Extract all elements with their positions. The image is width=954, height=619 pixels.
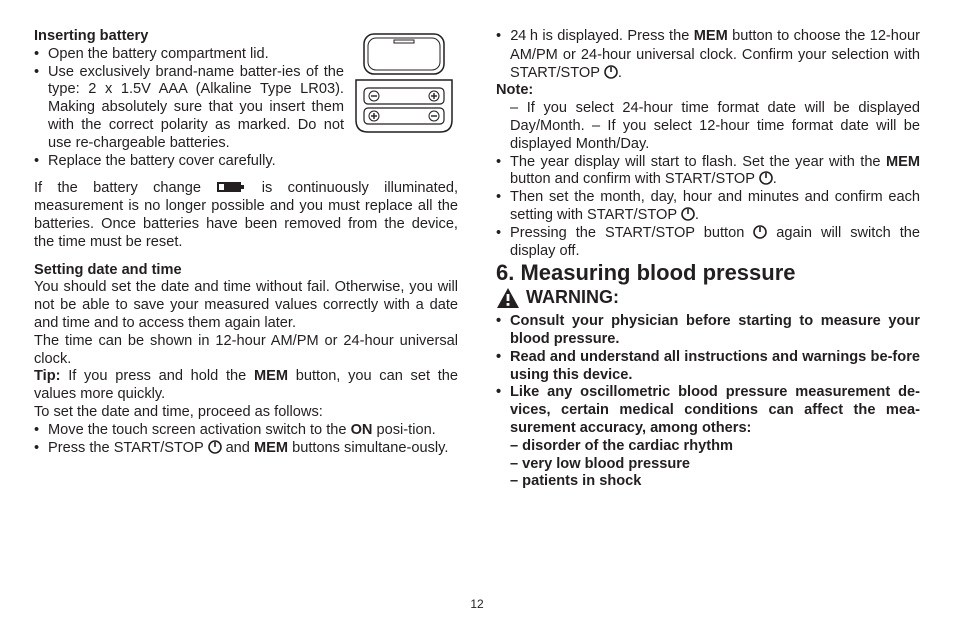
list-item: Consult your physician before starting t… <box>496 313 920 349</box>
note-text: – If you select 24-hour time format date… <box>496 100 920 153</box>
list-item: Use exclusively brand-name batter-ies of… <box>34 64 458 153</box>
sub-item: – patients in shock <box>510 473 920 491</box>
text: posi-tion. <box>372 422 435 438</box>
text: . <box>773 171 777 187</box>
power-icon <box>753 225 767 239</box>
mem-label: MEM <box>886 154 920 170</box>
sub-item: – very low blood pressure <box>510 456 920 474</box>
power-icon <box>208 440 222 454</box>
text: Press the START/STOP <box>48 440 208 456</box>
paragraph: To set the date and time, proceed as fol… <box>34 404 458 422</box>
inserting-battery-list: Open the battery compartment lid. Use ex… <box>34 46 458 171</box>
text: If the battery change <box>34 180 216 196</box>
tip-label: Tip: <box>34 368 60 384</box>
mem-label: MEM <box>694 28 728 44</box>
mem-label: MEM <box>254 440 288 456</box>
list-item: Like any oscillometric blood pressure me… <box>496 384 920 491</box>
warning-list: Consult your physician before starting t… <box>496 313 920 491</box>
power-icon <box>759 171 773 185</box>
list-item: Open the battery compartment lid. <box>34 46 458 64</box>
sub-item: – disorder of the cardiac rhythm <box>510 438 920 456</box>
text: . <box>695 207 699 223</box>
text: If you press and hold the <box>60 368 253 384</box>
text: h is displayed. Press the <box>526 28 694 44</box>
left-column: Inserting battery Open the battery compa… <box>34 28 458 588</box>
warning-triangle-icon <box>496 287 520 309</box>
set-date-list: Move the touch screen activation switch … <box>34 422 458 458</box>
mem-label: MEM <box>254 368 288 384</box>
paragraph: The time can be shown in 12-hour AM/PM o… <box>34 333 458 369</box>
list-item: Press the START/STOP and MEM buttons sim… <box>34 440 458 458</box>
battery-change-paragraph: If the battery change is continuously il… <box>34 180 458 251</box>
list-item: Then set the month, day, hour and minute… <box>496 189 920 225</box>
paragraph: You should set the date and time without… <box>34 279 458 332</box>
right-list-1: 24 h is displayed. Press the MEM button … <box>496 28 920 82</box>
warning-heading: WARNING: <box>496 287 920 309</box>
list-item: 24 h is displayed. Press the MEM button … <box>496 28 920 82</box>
right-list-2: The year display will start to flash. Se… <box>496 154 920 261</box>
page-number: 12 <box>0 597 954 611</box>
text: button and confirm with START/STOP <box>510 171 759 187</box>
right-column: 24 h is displayed. Press the MEM button … <box>496 28 920 588</box>
on-label: ON <box>351 422 373 438</box>
list-item: Replace the battery cover carefully. <box>34 153 458 171</box>
low-battery-icon <box>216 180 246 194</box>
text: The year display will start to flash. Se… <box>510 154 886 170</box>
list-item: Pressing the START/STOP button again wil… <box>496 225 920 261</box>
warning-label: WARNING: <box>526 287 619 309</box>
list-item: The year display will start to flash. Se… <box>496 154 920 190</box>
text: . <box>618 65 622 81</box>
text: buttons simultane-ously. <box>288 440 448 456</box>
text: Like any oscillometric blood pressure me… <box>510 384 920 436</box>
note-label: Note: <box>496 82 920 100</box>
heading-setting-date-time: Setting date and time <box>34 262 458 280</box>
text: Pressing the START/STOP button <box>510 225 753 241</box>
text: Move the touch screen activation switch … <box>48 422 351 438</box>
digit-24: 24 <box>510 29 526 45</box>
text: and <box>222 440 254 456</box>
heading-measuring-bp: 6. Measuring blood pressure <box>496 260 920 287</box>
list-item: Read and understand all instructions and… <box>496 349 920 385</box>
power-icon <box>604 65 618 79</box>
tip-paragraph: Tip: If you press and hold the MEM butto… <box>34 368 458 404</box>
text: Then set the month, day, hour and minute… <box>510 189 920 223</box>
power-icon <box>681 207 695 221</box>
page-columns: Inserting battery Open the battery compa… <box>34 28 920 588</box>
list-item: Move the touch screen activation switch … <box>34 422 458 440</box>
